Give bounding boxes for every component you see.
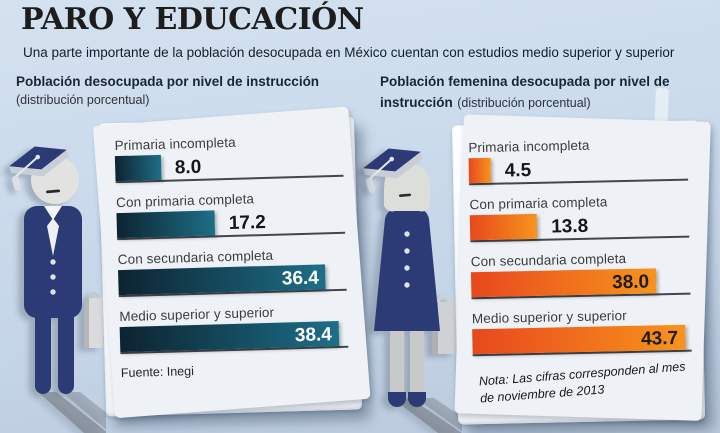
- bar-value: 4.5: [504, 159, 532, 182]
- male-graduate-figure: [9, 146, 106, 433]
- bar-row: Con primaria completa 13.8: [469, 193, 690, 243]
- bar: 36.4: [118, 264, 327, 296]
- chart-title-left: Población desocupada por nivel de instru…: [16, 74, 320, 89]
- bar-row: Con secundaria completa 36.4: [118, 246, 347, 298]
- chart-subtitle-left: (distribución porcentual): [16, 93, 150, 108]
- bar-track: 17.2: [116, 206, 346, 241]
- source-label: Fuente: Inegi: [120, 364, 195, 381]
- bar-row: Con primaria completa 17.2: [116, 189, 346, 241]
- chart-header-right: Población femenina desocupada por nivel …: [380, 71, 696, 113]
- bar-track: 4.5: [468, 153, 689, 186]
- bar-track: 38.0: [470, 267, 691, 300]
- bar-track: 43.7: [472, 324, 692, 357]
- bar: 43.7: [472, 324, 686, 355]
- bar-label: Con primaria completa: [469, 194, 608, 213]
- mortarboard-icon: [363, 148, 423, 193]
- chart-title-right: Población femenina desocupada por nivel …: [380, 74, 670, 111]
- bar-label: Medio superior y superior: [471, 308, 627, 327]
- bar-value: 8.0: [174, 156, 202, 179]
- bar-track: 13.8: [469, 210, 690, 243]
- bar-value: 13.8: [550, 215, 589, 238]
- bar-label: Primaria incompleta: [468, 137, 590, 156]
- bar: [116, 210, 216, 239]
- bar: [114, 154, 162, 182]
- bar-track: 38.4: [119, 320, 349, 355]
- bar-rows: Primaria incompleta 4.5 Con primaria compl…: [468, 136, 692, 357]
- bar-row: Medio superior y superior 43.7: [472, 307, 692, 357]
- bar-row: Medio superior y superior 38.4: [119, 303, 349, 355]
- bar-row: Primaria incompleta 8.0: [114, 132, 344, 184]
- bar-row: Primaria incompleta 4.5: [468, 136, 689, 186]
- bar-value: 43.7: [640, 327, 679, 350]
- bar-value: 17.2: [228, 211, 267, 235]
- legs: [35, 308, 74, 394]
- torso: [24, 206, 82, 318]
- bar-value: 38.0: [611, 271, 650, 294]
- page-subtitle: Una parte importante de la población des…: [23, 45, 675, 60]
- bar-row: Con secundaria completa 38.0: [471, 250, 691, 300]
- ground-shadow: [392, 398, 462, 433]
- bar-value: 38.4: [294, 324, 333, 347]
- legs: [388, 330, 426, 407]
- note-label: Nota: Las cifras corresponden al mes de …: [478, 359, 686, 406]
- bar: [468, 157, 491, 184]
- briefcase-icon: [84, 292, 103, 348]
- mortarboard-icon: [9, 146, 69, 191]
- chart-card-female-unemployed: Primaria incompleta 4.5 Con primaria compl…: [451, 120, 706, 425]
- female-graduate-figure: [363, 148, 462, 433]
- chart-card-unemployed: Primaria incompleta 8.0 Con primaria compl…: [97, 116, 363, 417]
- dress: [374, 210, 440, 331]
- chart-header-left: Población desocupada por nivel de instru…: [16, 71, 378, 109]
- bar-track: 36.4: [118, 263, 347, 298]
- page-title: PARO Y EDUCACIÓN: [21, 2, 364, 37]
- bar: 38.4: [119, 320, 340, 353]
- bar: 38.0: [470, 268, 657, 298]
- bar-track: 8.0: [114, 149, 344, 184]
- bar: [469, 213, 538, 241]
- chart-subtitle-right: (distribución porcentual): [457, 96, 591, 111]
- bar-rows: Primaria incompleta 8.0 Con primaria compl…: [114, 132, 349, 355]
- bar-label: Con secundaria completa: [470, 251, 627, 270]
- ground-shadow: [38, 392, 106, 433]
- bar-value: 36.4: [281, 267, 320, 290]
